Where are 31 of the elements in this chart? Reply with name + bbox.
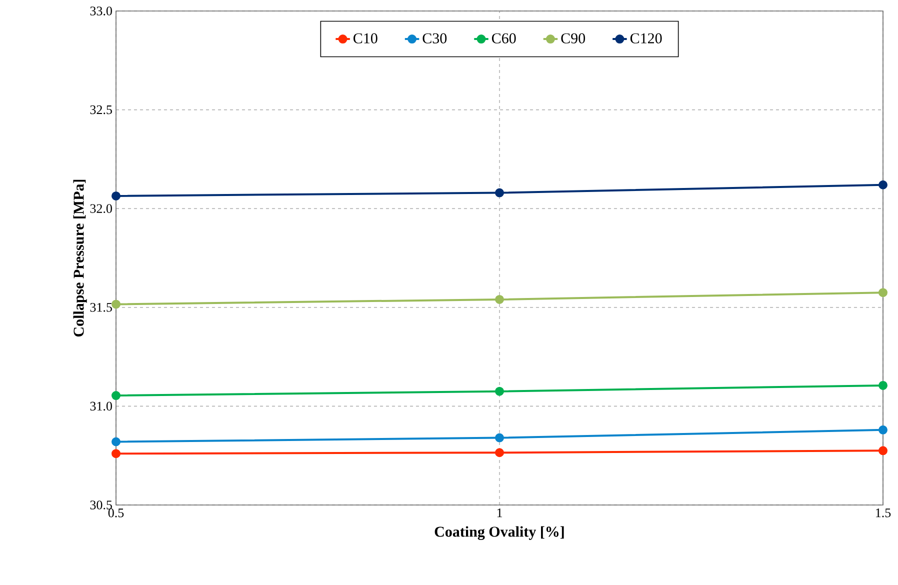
y-tick-label: 33.0 (90, 6, 112, 16)
y-tick-label: 31.5 (90, 302, 112, 312)
point (878, 380, 888, 390)
point (112, 449, 121, 458)
point (878, 180, 888, 190)
y-tick-label: 32.5 (90, 105, 112, 114)
point (112, 191, 121, 200)
point (878, 425, 888, 434)
point (495, 386, 504, 396)
point (495, 433, 504, 442)
legend-label: C120 (630, 33, 662, 44)
point (112, 391, 121, 400)
x-axis-title: Coating Ovality [%] (434, 526, 564, 540)
point (112, 437, 121, 446)
point (495, 448, 504, 458)
point (878, 288, 888, 298)
legend-label: C10 (354, 33, 378, 44)
legend-label: C60 (492, 33, 516, 44)
point (495, 188, 504, 198)
point (878, 446, 888, 456)
y-axis-title: Collapse Pressure [MPa] (73, 180, 87, 337)
point (112, 300, 121, 309)
x-tick-label: 1 (497, 508, 502, 518)
x-tick-label: 0.5 (108, 508, 124, 518)
y-tick-label: 30.5 (90, 500, 112, 510)
point (495, 294, 504, 304)
legend-label: C30 (422, 33, 447, 44)
y-tick-label: 31.0 (90, 402, 112, 411)
legend-label: C90 (561, 33, 586, 44)
y-tick-label: 32.0 (90, 204, 112, 214)
x-tick-label: 1.5 (876, 508, 891, 518)
